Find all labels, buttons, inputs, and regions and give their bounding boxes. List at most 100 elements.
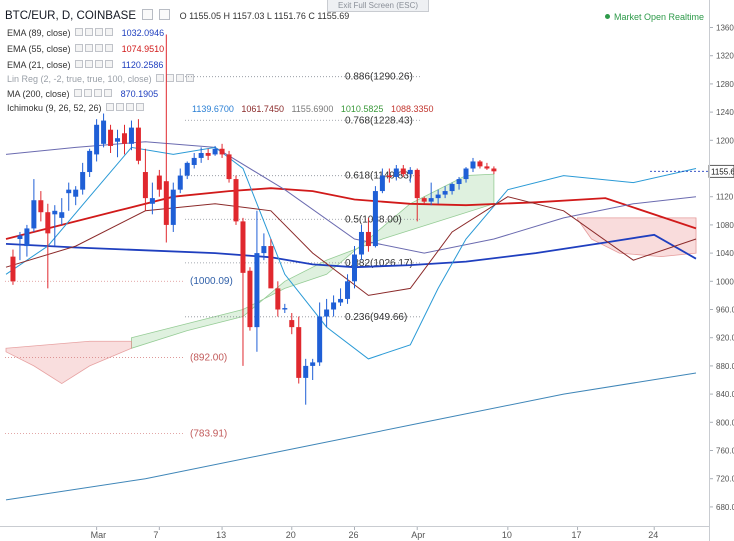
y-tick-label: 1320.0 [716, 52, 734, 61]
candle-body [338, 298, 344, 303]
time-axis[interactable] [0, 526, 709, 527]
x-tick-label: Apr [411, 530, 425, 540]
candle-body [135, 127, 141, 161]
candle-body [233, 179, 239, 222]
y-tick-label: 1360.0 [716, 24, 734, 33]
candle-body [393, 168, 399, 177]
settings-icon[interactable] [142, 9, 154, 20]
eye-icon[interactable] [75, 44, 84, 52]
indicator-ma200[interactable]: MA (200, close) 870.1905 [7, 89, 159, 99]
eye-icon[interactable] [106, 103, 115, 111]
candle-body [275, 288, 281, 310]
candle-body [296, 327, 302, 378]
indicator-linreg[interactable]: Lin Reg (2, -2, true, true, 100, close) [7, 73, 195, 85]
close-icon[interactable] [126, 103, 135, 111]
candle-body [421, 198, 427, 202]
candle-body [261, 246, 267, 254]
y-tick-label: 800.0 [716, 418, 734, 427]
candle-body [128, 127, 134, 144]
fib-level-label: 0.236(949.66) [345, 312, 407, 323]
candle-body [163, 181, 169, 225]
more-icon[interactable] [105, 28, 114, 36]
y-tick-label: 920.0 [716, 334, 734, 343]
close-icon[interactable] [95, 44, 104, 52]
candle-body [24, 228, 30, 247]
candle-body [219, 148, 225, 155]
candle-body [87, 150, 93, 173]
compare-icon[interactable] [159, 9, 171, 20]
symbol-title: BTC/EUR, D, COINBASE [5, 10, 136, 22]
candle-body [240, 221, 246, 273]
indicator-ichimoku[interactable]: Ichimoku (9, 26, 52, 26) [7, 102, 145, 114]
candle-body [149, 198, 155, 204]
y-tick-label: 840.0 [716, 390, 734, 399]
candle-body [115, 138, 121, 142]
x-tick-label: 24 [648, 530, 658, 540]
exit-fullscreen-banner[interactable]: Exit Full Screen (ESC) [327, 0, 429, 12]
fib-level-label: (892.00) [190, 352, 227, 363]
candle-body [66, 189, 72, 194]
candle-body [38, 200, 44, 213]
close-icon[interactable] [94, 89, 103, 97]
candle-body [156, 175, 162, 190]
candle-body [477, 161, 483, 167]
eye-icon[interactable] [75, 60, 84, 68]
y-tick-label: 1040.0 [716, 249, 734, 258]
candle-body [191, 157, 197, 165]
price-axis[interactable] [709, 0, 710, 541]
candle-body [352, 254, 357, 282]
settings-icon[interactable] [85, 44, 94, 52]
fib-level-label: 0.618(1149.83) [345, 171, 412, 182]
candle-body [108, 129, 114, 146]
x-tick-label: 13 [216, 530, 226, 540]
candle-body [484, 166, 490, 169]
candle-body [345, 281, 351, 299]
candle-body [10, 256, 16, 282]
y-tick-label: 680.0 [716, 503, 734, 512]
series-line-2 [5, 372, 697, 501]
more-icon[interactable] [105, 60, 114, 68]
candle-body [282, 308, 288, 310]
indicator-ema55[interactable]: EMA (55, close) 1074.9510 [7, 44, 165, 54]
fib-level-label: (783.91) [190, 429, 227, 440]
y-tick-label: 1240.0 [716, 108, 734, 117]
indicator-ema89[interactable]: EMA (89, close) 1032.0946 [7, 28, 165, 38]
indicator-ema21[interactable]: EMA (21, close) 1120.2586 [7, 60, 164, 70]
y-tick-label: 880.0 [716, 362, 734, 371]
y-tick-label: 960.0 [716, 306, 734, 315]
candle-body [184, 162, 190, 176]
eye-icon[interactable] [156, 74, 165, 82]
candle-body [212, 148, 218, 155]
fib-level-label: 0.382(1026.17) [345, 258, 413, 269]
candle-body [407, 169, 413, 175]
candle-body [31, 200, 37, 229]
close-icon[interactable] [95, 60, 104, 68]
candle-body [121, 133, 127, 144]
fib-level-label: 0.768(1228.43) [345, 115, 413, 126]
candle-body [94, 124, 100, 155]
more-icon[interactable] [104, 89, 113, 97]
close-icon[interactable] [176, 74, 185, 82]
settings-icon[interactable] [85, 60, 94, 68]
candle-body [73, 189, 79, 197]
candle-body [177, 175, 183, 190]
candle-body [386, 175, 392, 177]
candle-body [80, 172, 86, 190]
y-tick-label: 1080.0 [716, 221, 734, 230]
candle-body [365, 231, 371, 247]
symbol-header: BTC/EUR, D, COINBASE O 1155.05 H 1157.03… [5, 9, 349, 22]
more-icon[interactable] [105, 44, 114, 52]
eye-icon[interactable] [74, 89, 83, 97]
settings-icon[interactable] [85, 28, 94, 36]
candle-body [442, 191, 448, 195]
more-icon[interactable] [186, 74, 195, 82]
candle-body [317, 316, 323, 363]
settings-icon[interactable] [116, 103, 125, 111]
series-line-5 [5, 196, 697, 296]
eye-icon[interactable] [75, 28, 84, 36]
settings-icon[interactable] [84, 89, 93, 97]
x-tick-label: 26 [349, 530, 359, 540]
close-icon[interactable] [95, 28, 104, 36]
more-icon[interactable] [136, 103, 145, 111]
